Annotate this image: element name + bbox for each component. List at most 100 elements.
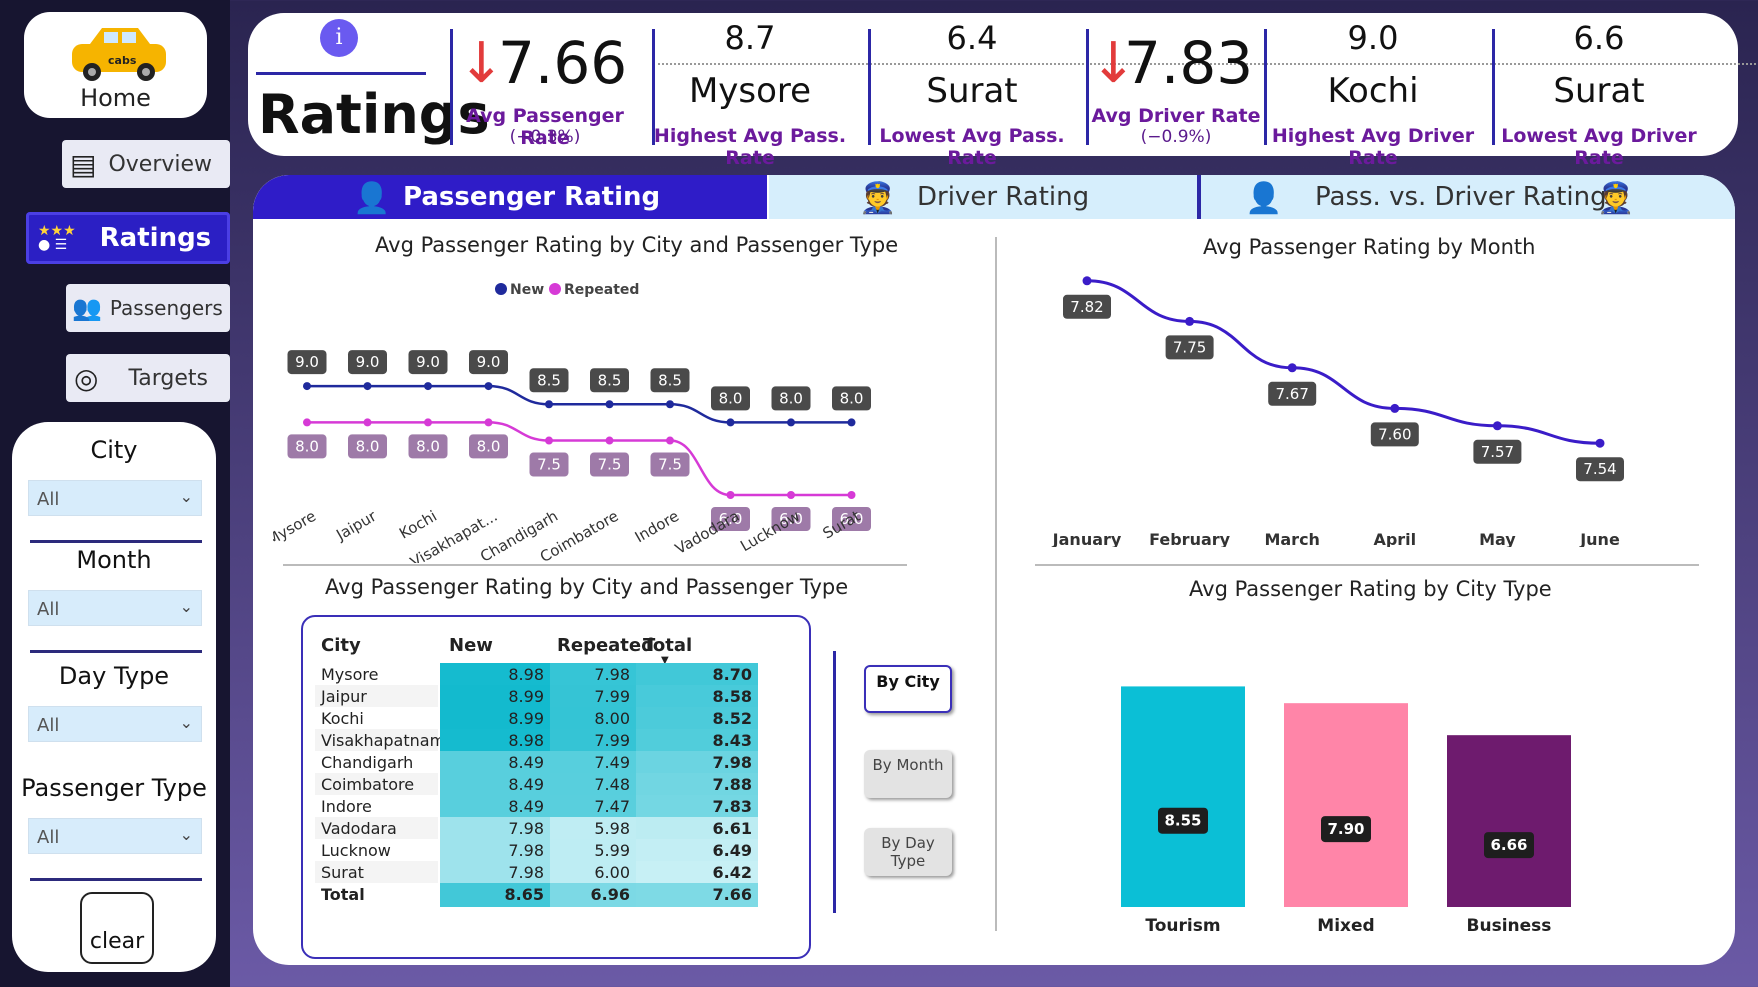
- table-row[interactable]: Mysore 8.98 7.98 8.70: [315, 663, 801, 687]
- city-filter-select[interactable]: All ⌄: [28, 480, 202, 516]
- kpi-divider: [652, 29, 655, 145]
- lowest-pass-rate-label: Lowest Avg Pass. Rate: [879, 125, 1065, 169]
- data-label-repeated-bg: [832, 507, 871, 531]
- cell-city: Surat: [315, 861, 438, 885]
- bar-tourism: [1121, 686, 1245, 907]
- horizontal-divider: [283, 564, 907, 566]
- cell-city: Mysore: [315, 663, 438, 687]
- data-point-new: [666, 400, 674, 409]
- day-type-filter-select[interactable]: All ⌄: [28, 706, 202, 742]
- data-point-new: [787, 418, 795, 427]
- data-label-month: 7.54: [1583, 460, 1616, 478]
- nav-passengers[interactable]: 👥 Passengers: [66, 284, 230, 332]
- col-header-total[interactable]: Total: [643, 635, 693, 656]
- tab-driver-rating[interactable]: 👮 Driver Rating: [769, 175, 1197, 219]
- data-label-repeated: 8.0: [356, 437, 380, 455]
- data-label-new: 8.0: [840, 389, 864, 407]
- divider: [30, 650, 202, 653]
- city-filter-value: All: [37, 489, 60, 510]
- data-point-new: [847, 418, 856, 427]
- table-row[interactable]: Jaipur 8.99 7.99 8.58: [315, 685, 801, 709]
- kpi-dotted-line: [658, 63, 1758, 65]
- divider: [30, 878, 202, 881]
- cell-repeated: 7.98: [550, 663, 636, 687]
- avg-passenger-rate-change: (−0.3%): [509, 127, 581, 147]
- cell-new: 8.49: [440, 773, 550, 797]
- data-label: 7.90: [1327, 820, 1364, 838]
- table-row[interactable]: Chandigarh 8.49 7.49 7.98: [315, 751, 801, 775]
- x-tick-label: Vadodara: [672, 507, 743, 558]
- data-label-new: 8.5: [658, 371, 682, 389]
- highest-driver-rate-label: Highest Avg Driver Rate: [1271, 125, 1475, 169]
- tab-passenger-rating-label: Passenger Rating: [403, 182, 661, 212]
- tab-passenger-rating[interactable]: 👤 Passenger Rating: [253, 175, 767, 219]
- cell-new: 8.99: [440, 685, 550, 709]
- col-header-city[interactable]: City: [321, 635, 361, 656]
- tab-pass-vs-driver[interactable]: 👤 Pass. vs. Driver Rating 👮: [1201, 175, 1735, 219]
- sort-desc-icon[interactable]: ▼: [661, 655, 669, 666]
- kpi-divider: [1492, 29, 1495, 145]
- legend-label-repeated: Repeated: [564, 282, 639, 298]
- cell-total: 6.61: [636, 817, 758, 841]
- table-row[interactable]: Lucknow 7.98 5.99 6.49: [315, 839, 801, 863]
- nav-overview[interactable]: ▤ Overview: [62, 140, 230, 188]
- series-line-new: [307, 384, 852, 424]
- down-arrow-icon: ↓: [1090, 31, 1137, 96]
- col-header-new[interactable]: New: [449, 635, 493, 656]
- data-label-new: 8.5: [598, 371, 622, 389]
- cell-city: Kochi: [315, 707, 438, 731]
- cell-repeated: 6.96: [550, 883, 636, 907]
- data-point-repeated: [726, 491, 735, 499]
- cell-repeated: 6.00: [550, 861, 636, 885]
- cell-new: 8.99: [440, 707, 550, 731]
- slicer-by-day-type[interactable]: By Day Type: [864, 828, 952, 876]
- table-row[interactable]: Kochi 8.99 8.00 8.52: [315, 707, 801, 731]
- data-point-month: [1595, 438, 1605, 448]
- table-total-row[interactable]: Total 8.65 6.96 7.66: [315, 883, 801, 907]
- avg-driver-rate-value: 7.83: [1124, 29, 1254, 97]
- nav-targets[interactable]: ◎ Targets: [66, 354, 230, 402]
- cell-total: 7.83: [636, 795, 758, 819]
- slicer-divider: [833, 651, 836, 913]
- cell-repeated: 8.00: [550, 707, 636, 731]
- month-filter-select[interactable]: All ⌄: [28, 590, 202, 626]
- day-type-filter-title: Day Type: [58, 662, 170, 690]
- table-row[interactable]: Visakhapatnam 8.98 7.99 8.43: [315, 729, 801, 753]
- data-label-repeated-bg: [348, 434, 387, 459]
- home-button[interactable]: cabs Home: [24, 12, 207, 118]
- cell-total: 6.42: [636, 861, 758, 885]
- cell-repeated: 7.48: [550, 773, 636, 797]
- nav-ratings[interactable]: ★★★ ● ☰ Ratings: [26, 212, 230, 264]
- table-row[interactable]: Surat 7.98 6.00 6.42: [315, 861, 801, 885]
- table-row[interactable]: Coimbatore 8.49 7.48 7.88: [315, 773, 801, 797]
- cell-city: Total: [315, 883, 438, 907]
- data-label-new: 9.0: [416, 353, 440, 371]
- data-label-new-bg: [590, 368, 629, 393]
- col-header-repeated[interactable]: Repeated: [557, 635, 655, 656]
- filter-panel: City All ⌄ Month All ⌄ Day Type All ⌄ Pa…: [12, 422, 216, 972]
- table-row[interactable]: Vadodara 7.98 5.98 6.61: [315, 817, 801, 841]
- group-icon: 👥: [72, 294, 102, 322]
- table-row[interactable]: Indore 8.49 7.47 7.83: [315, 795, 801, 819]
- cell-city: Indore: [315, 795, 438, 819]
- cell-total: 8.58: [636, 685, 758, 709]
- data-point-repeated: [545, 436, 553, 445]
- nav-targets-label: Targets: [128, 365, 208, 391]
- cell-total: 8.70: [636, 663, 758, 687]
- data-label-repeated-bg: [771, 507, 811, 531]
- slicer-by-city[interactable]: By City: [864, 665, 952, 713]
- data-label-new: 9.0: [477, 353, 501, 371]
- info-icon[interactable]: i: [320, 19, 358, 57]
- kpi-divider: [450, 29, 453, 145]
- avg-driver-rate-label: Avg Driver Rate: [1091, 105, 1261, 127]
- slicer-by-month[interactable]: By Month: [864, 750, 952, 798]
- data-label-repeated: 7.5: [598, 456, 622, 474]
- passenger-type-filter-select[interactable]: All ⌄: [28, 818, 202, 854]
- chevron-down-icon: ⌄: [179, 597, 193, 616]
- data-label-month: 7.67: [1275, 385, 1308, 403]
- cell-total: 8.43: [636, 729, 758, 753]
- x-tick-label: February: [1149, 530, 1231, 547]
- slicer-by-month-label: By Month: [872, 756, 944, 774]
- driver-icon: 👮: [1597, 181, 1635, 216]
- clear-filters-button[interactable]: clear: [80, 892, 154, 964]
